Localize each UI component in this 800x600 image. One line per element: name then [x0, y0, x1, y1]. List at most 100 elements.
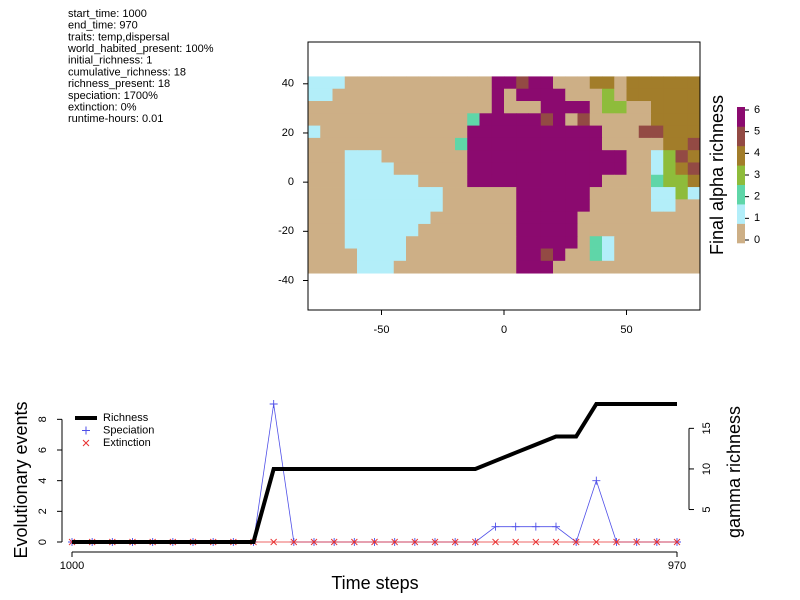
raster-cell [626, 174, 640, 188]
raster-cell [528, 150, 542, 163]
raster-cell [308, 223, 321, 237]
raster-cell [491, 76, 505, 90]
raster-cell [332, 260, 346, 274]
raster-cell [357, 76, 370, 90]
raster-cell [467, 162, 480, 176]
raster-cell [308, 236, 321, 249]
raster-cell [418, 125, 431, 139]
x-axis-title: Time steps [331, 573, 418, 593]
raster-cell [540, 101, 554, 114]
raster-cell [687, 248, 701, 262]
raster-cell [369, 150, 382, 163]
raster-cell [614, 113, 627, 126]
point-marker [531, 522, 540, 531]
raster-cell [626, 223, 640, 237]
raster-cell [418, 260, 431, 274]
raster-cell [540, 125, 554, 139]
raster-cell [344, 248, 358, 262]
raster-cell [479, 88, 493, 102]
raster-cell [455, 137, 468, 151]
raster-cell [663, 223, 676, 237]
raster-cell [589, 125, 603, 139]
raster-cell [553, 101, 566, 114]
raster-cell [332, 125, 346, 139]
colorbar-tick-label: 2 [754, 191, 760, 203]
raster-cell [393, 76, 407, 90]
raster-cell [504, 137, 517, 151]
y-axis-title: Evolutionary events [11, 401, 31, 558]
raster-cell [455, 248, 468, 262]
raster-cell [491, 211, 505, 225]
raster-cell [467, 187, 480, 200]
raster-cell [504, 260, 517, 274]
raster-cell [442, 150, 456, 163]
raster-cell [602, 76, 615, 90]
raster-cell [565, 150, 578, 163]
raster-cell [406, 236, 419, 249]
raster-cell [455, 113, 468, 126]
raster-cell [577, 223, 591, 237]
raster-cell [491, 236, 505, 249]
raster-cell [491, 101, 505, 114]
raster-cell [516, 174, 529, 188]
raster-cell [369, 88, 382, 102]
raster-cell [393, 125, 407, 139]
raster-cell [504, 174, 517, 188]
x-tick-label: 970 [668, 560, 686, 572]
raster-cell [406, 260, 419, 274]
raster-cell [540, 137, 554, 151]
raster-cell [589, 223, 603, 237]
raster-cell [479, 211, 493, 225]
raster-cell [577, 248, 591, 262]
point-marker [351, 538, 358, 546]
raster-cell [320, 223, 333, 237]
raster-cell [614, 162, 627, 176]
raster-cell [614, 150, 627, 163]
raster-cell [577, 236, 591, 249]
raster-cell [320, 76, 333, 90]
colorbar-tick-label: 0 [754, 234, 760, 246]
raster-cell [516, 162, 529, 176]
raster-cell [455, 101, 468, 114]
colorbar-block [737, 165, 745, 186]
raster-cell [418, 162, 431, 176]
raster-cell [369, 76, 382, 90]
raster-cell [332, 211, 346, 225]
raster-cell [589, 150, 603, 163]
raster-cell [663, 125, 676, 139]
raster-cell [663, 162, 676, 176]
raster-cell [516, 211, 529, 225]
raster-cell [320, 260, 333, 274]
point-marker [532, 538, 540, 546]
raster-cell [651, 76, 664, 90]
raster-cell [369, 101, 382, 114]
raster-cell [553, 174, 566, 188]
raster-cell [687, 88, 701, 102]
raster-cell [577, 150, 591, 163]
raster-cell [528, 248, 542, 262]
point-marker [491, 522, 500, 531]
point-marker [512, 538, 519, 546]
raster-cell [553, 113, 566, 126]
raster-cell [577, 211, 591, 225]
raster-cell [675, 223, 689, 237]
raster-cell [540, 76, 554, 90]
raster-cell [357, 162, 370, 176]
raster-cell [687, 187, 701, 200]
raster-cell [602, 187, 615, 200]
series-line [72, 402, 677, 544]
raster-cell [516, 113, 529, 126]
raster-cell [687, 101, 701, 114]
raster-cell [577, 174, 591, 188]
raster-cell [393, 211, 407, 225]
raster-cell [430, 101, 444, 114]
raster-cell [565, 260, 578, 274]
raster-cell [393, 199, 407, 213]
raster-cell [430, 137, 444, 151]
legend-marker [82, 426, 90, 435]
raster-cell [442, 211, 456, 225]
raster-cell [675, 101, 689, 114]
y-tick-label: 0 [37, 539, 49, 545]
raster-cell [540, 162, 554, 176]
